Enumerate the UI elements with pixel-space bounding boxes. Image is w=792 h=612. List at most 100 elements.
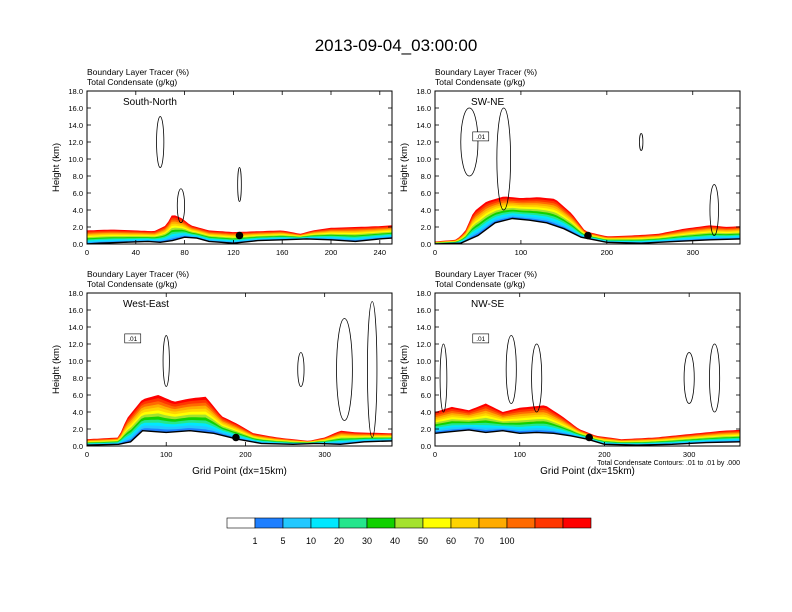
x-tick-label: 0 [433,450,437,459]
colorbar-swatch [478,517,508,529]
colorbar-label: 20 [334,536,344,546]
y-tick-label: 10.0 [416,357,431,366]
x-tick-label: 300 [686,248,699,257]
y-tick-label: 4.0 [421,408,431,417]
condensate-contour [709,343,721,413]
panel-sn: Boundary Layer Tracer (%)Total Condensat… [51,67,393,257]
panel-subtitle: Boundary Layer Tracer (%) [87,269,189,279]
panel-subtitle: Total Condensate (g/kg) [435,279,525,289]
inset-label: SW-NE [471,97,504,108]
plot-area: .01 [435,107,740,244]
x-tick-label: 80 [180,248,188,257]
y-axis-label: Height (km) [399,345,410,394]
terrain-fill [435,429,740,446]
y-tick-label: 4.0 [421,206,431,215]
x-axis-label: Grid Point (dx=15km) [540,466,635,477]
condensate-contour [439,343,448,413]
colorbar-swatch [338,517,368,529]
condensate-contour [460,107,479,177]
condensate-contour [156,116,165,168]
contour-label-box [472,333,490,344]
inset-label: South-North [123,97,177,108]
x-axis-label: Grid Point (dx=15km) [192,466,287,477]
y-tick-label: 12.0 [68,340,83,349]
y-tick-label: 16.0 [416,306,431,315]
colorbar-label: 60 [446,536,456,546]
y-tick-label: 12.0 [416,340,431,349]
inset-label: NW-SE [471,299,504,310]
contour-label-box [124,333,142,344]
y-tick-label: 8.0 [421,374,431,383]
y-tick-label: 12.0 [416,138,431,147]
colorbar-swatch [394,517,424,529]
plot-area [87,116,392,244]
plot-frame [434,90,741,245]
y-tick-label: 8.0 [73,374,83,383]
colorbar-swatch [310,517,340,529]
colorbar-label: 50 [418,536,428,546]
y-tick-label: 16.0 [416,104,431,113]
x-tick-label: 100 [515,248,528,257]
y-tick-label: 18.0 [68,87,83,96]
colorbar-swatch [282,517,312,529]
x-tick-label: 200 [325,248,338,257]
y-tick-label: 2.0 [421,223,431,232]
y-tick-label: 6.0 [421,189,431,198]
y-tick-label: 8.0 [73,172,83,181]
y-axis-label: Height (km) [399,143,410,192]
colorbar-swatch [422,517,452,529]
colorbar-label: 40 [390,536,400,546]
condensate-contour [505,335,517,404]
y-tick-label: 18.0 [416,87,431,96]
panel-subtitle: Boundary Layer Tracer (%) [435,67,537,77]
x-tick-label: 0 [85,248,89,257]
y-tick-label: 10.0 [68,357,83,366]
condensate-contour [683,352,695,404]
y-tick-label: 14.0 [416,323,431,332]
location-marker [585,433,593,442]
panel-subtitle: Total Condensate (g/kg) [435,77,525,87]
y-tick-label: 14.0 [68,121,83,130]
x-tick-label: 160 [276,248,289,257]
condensate-contour [496,107,512,211]
condensate-contour [367,301,378,438]
contour-label-box [472,131,490,142]
x-tick-label: 200 [239,450,252,459]
x-tick-label: 240 [374,248,387,257]
colorbar-swatch [450,517,480,529]
panel-subtitle: Total Condensate (g/kg) [87,77,177,87]
x-tick-label: 40 [132,248,140,257]
y-tick-label: 0.0 [421,442,431,451]
x-tick-label: 100 [160,450,173,459]
condensate-contour [531,343,543,413]
terrain-line [435,217,740,244]
figure-title: 2013-09-04_03:00:00 [315,36,478,55]
panel-we: Boundary Layer Tracer (%)Total Condensat… [51,269,393,477]
terrain-line [435,429,740,446]
colorbar-label: 5 [280,536,285,546]
x-tick-label: 300 [318,450,331,459]
x-tick-label: 0 [85,450,89,459]
inset-label: West-East [123,299,169,310]
terrain-line [87,236,392,244]
y-tick-label: 4.0 [73,206,83,215]
condensate-contour [297,352,305,387]
colorbar-label: 10 [306,536,316,546]
panel-swne: Boundary Layer Tracer (%)Total Condensat… [399,67,741,257]
contour-label: .01 [476,134,485,141]
panel-subtitle: Boundary Layer Tracer (%) [87,67,189,77]
y-tick-label: 6.0 [73,391,83,400]
contour-label: .01 [476,336,485,343]
condensate-contour [336,318,353,421]
x-tick-label: 120 [227,248,240,257]
y-tick-label: 2.0 [73,425,83,434]
x-tick-label: 100 [513,450,526,459]
y-tick-label: 16.0 [68,306,83,315]
x-tick-label: 200 [598,450,611,459]
terrain-line [87,429,392,446]
plot-frame [86,292,393,447]
colorbar-swatch [226,517,256,529]
y-tick-label: 16.0 [68,104,83,113]
y-tick-label: 10.0 [416,155,431,164]
panel-subtitle: Boundary Layer Tracer (%) [435,269,537,279]
